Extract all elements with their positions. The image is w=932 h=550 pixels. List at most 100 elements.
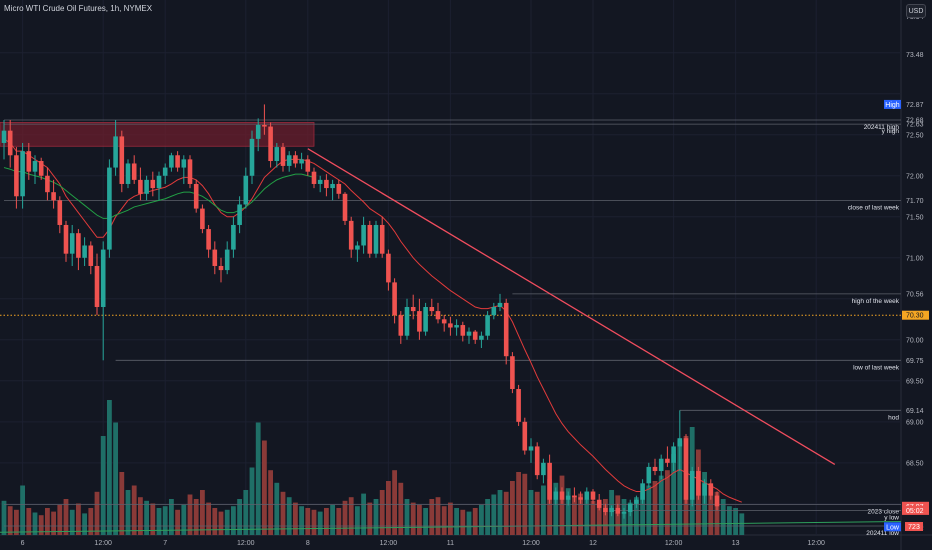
price-tick-label: 68.50 [906, 460, 924, 467]
volume-bar [193, 499, 199, 535]
volume-bar [57, 504, 63, 535]
volume-bar [38, 515, 44, 535]
candle-body [200, 208, 205, 230]
currency-button[interactable]: USD [906, 4, 926, 18]
volume-bar [720, 499, 726, 535]
candle-body [299, 159, 304, 164]
candle-body [324, 179, 329, 189]
volume-bar [249, 467, 255, 535]
volume-bar [144, 500, 149, 535]
volume-bar [590, 500, 596, 535]
volume-bar [299, 506, 304, 535]
volume-ma-line [0, 521, 902, 533]
volume-bar [466, 511, 472, 535]
candle-body [652, 466, 658, 472]
volume-bar [206, 502, 211, 535]
candle-body [361, 224, 366, 246]
volume-bar [224, 509, 230, 535]
price-tag-high-label: High [885, 102, 900, 109]
candle-body [32, 161, 38, 172]
candle-body [69, 233, 75, 254]
volume-bar [603, 499, 608, 535]
price-tag-timer-text: 05:02 [906, 508, 924, 515]
candle-body [392, 282, 397, 316]
volume-bar [100, 436, 106, 535]
volume-bar [739, 513, 745, 535]
volume-bar [460, 509, 466, 535]
time-axis[interactable]: 6 12:00 7 12:00 8 12:00 11 12:00 12 12:00 13 12:00 [21, 540, 825, 547]
volume-bar [262, 440, 267, 535]
volume-bar [547, 479, 552, 535]
volume-bar [534, 491, 540, 535]
volume-bar [652, 481, 658, 535]
candle-body [249, 138, 255, 176]
candle-body [559, 491, 565, 500]
candle-body [491, 306, 497, 316]
time-tick-label: 12:00 [94, 540, 112, 547]
time-tick-label: 12:00 [665, 540, 683, 547]
candle-body [138, 179, 143, 194]
candle-body [348, 220, 354, 250]
volume-bar [14, 509, 19, 535]
downtrend-line [307, 148, 836, 466]
volume-bar [727, 506, 732, 535]
candle-body [113, 136, 118, 168]
candle-body [658, 458, 664, 472]
candle-body [640, 483, 645, 500]
volume-bar [181, 504, 187, 535]
volume-bar [138, 497, 143, 535]
price-tag-low-label: Low [886, 524, 900, 531]
candle-body [621, 512, 627, 514]
resistance-zone[interactable] [0, 122, 315, 147]
volume-bar [665, 470, 670, 535]
candle-body [156, 175, 162, 189]
candle-body [212, 249, 218, 266]
candle-body [708, 483, 714, 496]
volume-bar [423, 508, 428, 535]
volume-bar [448, 502, 453, 535]
candle-body [665, 458, 670, 463]
candle-body [231, 224, 236, 250]
candle-body [448, 323, 453, 328]
volume-bar [293, 502, 298, 535]
candle-body [578, 497, 583, 500]
volume-bars [1, 400, 745, 535]
time-tick-label: 12:00 [380, 540, 398, 547]
candle-body [169, 155, 174, 168]
candle-body [336, 183, 342, 194]
volume-bar [336, 508, 342, 535]
volume-bar [342, 500, 348, 535]
candle-body [565, 495, 571, 500]
level-label: 202411 low [866, 530, 899, 537]
trendline[interactable] [307, 148, 836, 466]
candle-body [417, 311, 422, 332]
candle-body [367, 224, 373, 254]
volume-bar [553, 482, 559, 535]
candle-body [51, 192, 56, 201]
volume-tag-text: 723 [908, 524, 920, 531]
candle-body [125, 163, 131, 184]
candle-body [38, 161, 44, 176]
candle-body [330, 183, 335, 189]
candle-body [671, 446, 676, 463]
volume-bar [479, 504, 484, 535]
candle-body [206, 229, 211, 250]
time-tick-label: 13 [732, 540, 740, 547]
candle-body [584, 491, 590, 500]
candle-body [305, 159, 311, 172]
candle-body [131, 163, 137, 180]
volume-bar [45, 508, 50, 535]
volume-bar [398, 482, 404, 535]
price-tag-current-text: 70.30 [906, 313, 924, 320]
candle-body [317, 179, 323, 184]
candle-body [175, 155, 180, 168]
candle-body [528, 446, 534, 451]
volume-bar [348, 497, 354, 535]
candle-body [553, 491, 559, 500]
candle-body [510, 356, 515, 390]
volume-bar [503, 491, 509, 535]
